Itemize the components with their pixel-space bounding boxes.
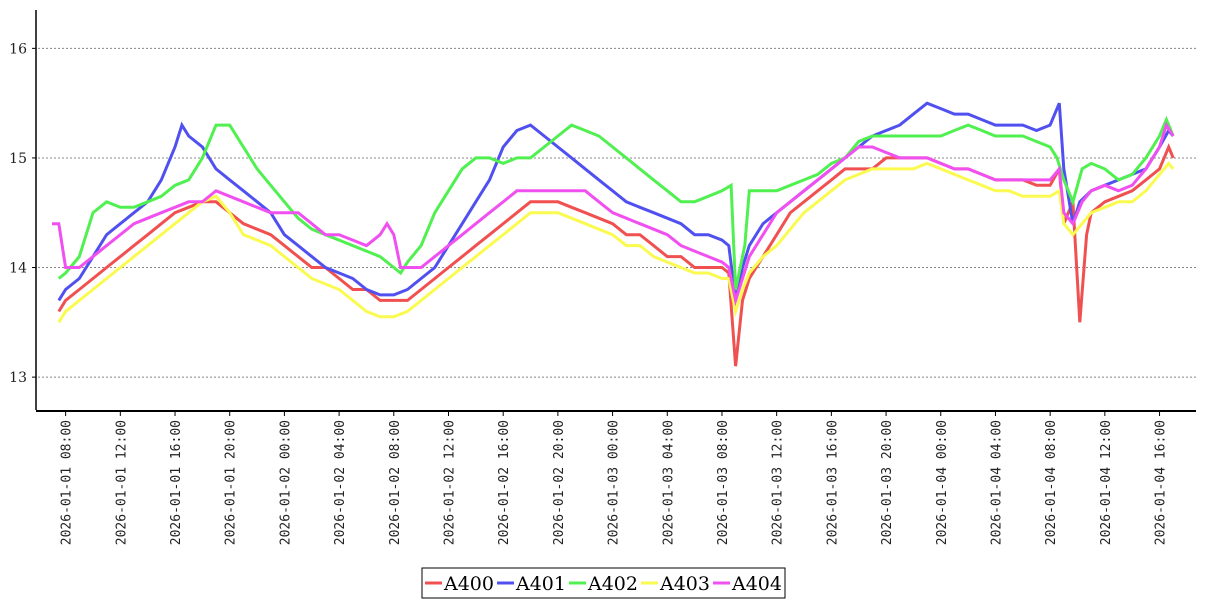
y-tick-labels: 13 14 15 16: [9, 41, 27, 386]
legend-label-a403: A403: [659, 573, 710, 595]
series-line-a404: [52, 121, 1175, 307]
x-tick-label-1: 2026-01-01 12:00: [114, 420, 129, 545]
x-tick-label-19: 2026-01-04 12:00: [1099, 420, 1114, 545]
y-tick-label-16: 16: [9, 41, 27, 57]
series-line-a401: [57, 101, 1175, 302]
grid-lines: [32, 47, 1196, 378]
legend-label-a402: A402: [587, 573, 638, 595]
x-tick-label-15: 2026-01-03 20:00: [880, 420, 895, 545]
x-tick-label-6: 2026-01-02 08:00: [388, 420, 403, 545]
x-tick-label-8: 2026-01-02 16:00: [497, 420, 512, 545]
series-line-a400: [57, 143, 1175, 367]
x-tick-label-14: 2026-01-03 16:00: [825, 420, 840, 545]
legend: A400 A401 A402 A403 A404: [421, 567, 786, 599]
x-tick-labels: 2026-01-01 08:00 2026-01-01 12:00 2026-01-…: [60, 411, 1169, 545]
y-tick-label-15: 15: [9, 151, 27, 167]
series-line-a403: [57, 161, 1175, 324]
x-tick-label-2: 2026-01-01 16:00: [169, 420, 184, 545]
legend-label-a404: A404: [731, 573, 782, 595]
x-tick-label-17: 2026-01-04 04:00: [989, 420, 1004, 545]
x-tick-label-0: 2026-01-01 08:00: [60, 420, 75, 545]
x-tick-label-4: 2026-01-02 00:00: [278, 420, 293, 545]
series-line-a402: [57, 115, 1175, 290]
x-tick-label-7: 2026-01-02 12:00: [443, 420, 458, 545]
axes: [35, 10, 1196, 412]
x-tick-label-9: 2026-01-02 20:00: [552, 420, 567, 545]
x-tick-label-5: 2026-01-02 04:00: [333, 420, 348, 545]
x-tick-label-16: 2026-01-04 00:00: [935, 420, 950, 545]
y-tick-label-13: 13: [9, 370, 27, 386]
x-tick-label-11: 2026-01-03 04:00: [661, 420, 676, 545]
x-tick-label-10: 2026-01-03 00:00: [607, 420, 622, 545]
x-tick-label-20: 2026-01-04 16:00: [1154, 420, 1169, 545]
x-tick-label-18: 2026-01-04 08:00: [1044, 420, 1059, 545]
series-lines: [52, 101, 1175, 367]
x-tick-label-12: 2026-01-03 08:00: [716, 420, 731, 545]
x-tick-label-3: 2026-01-01 20:00: [224, 420, 239, 545]
x-tick-label-13: 2026-01-03 12:00: [771, 420, 786, 545]
legend-label-a401: A401: [515, 573, 566, 595]
y-tick-label-14: 14: [9, 261, 27, 277]
legend-label-a400: A400: [443, 573, 494, 595]
